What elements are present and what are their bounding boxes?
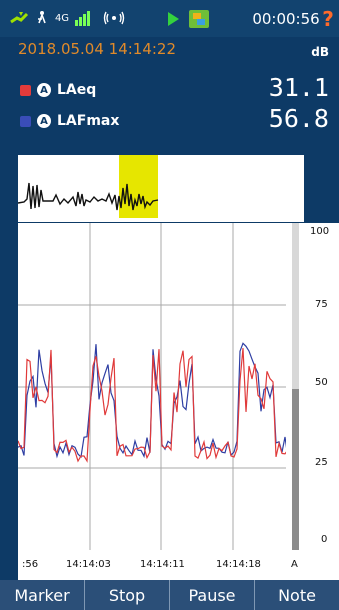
play-icon[interactable] xyxy=(162,0,184,37)
network-type-label: 4G xyxy=(53,0,71,37)
overview-waveform xyxy=(18,155,304,222)
time-label-2: 14:14:11 xyxy=(140,559,185,570)
scale-level-bar xyxy=(292,389,299,550)
lafmax-label: LAFmax xyxy=(57,113,119,129)
radio-icon xyxy=(101,0,126,37)
level-graph xyxy=(18,223,304,550)
measurement-datetime: 2018.05.04 14:14:22 xyxy=(18,40,176,58)
time-label-3: 14:14:18 xyxy=(216,559,261,570)
a-weighting-icon: A xyxy=(37,83,51,97)
laeq-label: LAeq xyxy=(57,82,96,98)
laeq-color-swatch xyxy=(20,85,31,96)
metric-laeq-row: A LAeq xyxy=(20,75,96,105)
a-weighting-icon: A xyxy=(37,114,51,128)
overview-selection[interactable] xyxy=(119,155,158,218)
marker-button[interactable]: Marker xyxy=(0,580,85,610)
scale-label-50: 50 xyxy=(315,377,328,388)
bottom-toolbar: Marker Stop Pause Note xyxy=(0,580,339,610)
battery-charge-icon xyxy=(8,0,30,37)
scale-label-25: 25 xyxy=(315,457,328,468)
time-axis: :56 14:14:03 14:14:11 14:14:18 A xyxy=(18,550,339,580)
person-icon xyxy=(35,0,49,37)
weighting-label: A xyxy=(291,559,298,570)
unit-label: dB xyxy=(311,45,329,59)
help-icon[interactable]: ? xyxy=(319,0,337,37)
lafmax-color-swatch xyxy=(20,116,31,127)
scale-label-100: 100 xyxy=(310,226,329,237)
pause-button[interactable]: Pause xyxy=(170,580,255,610)
lafmax-value: 56.8 xyxy=(269,104,329,133)
scale-label-75: 75 xyxy=(315,299,328,310)
time-label-1: 14:14:03 xyxy=(66,559,111,570)
metric-lafmax-row: A LAFmax xyxy=(20,106,119,136)
scale-label-0: 0 xyxy=(321,534,327,545)
level-chart[interactable] xyxy=(18,223,304,550)
app-map-icon[interactable] xyxy=(187,0,211,37)
level-scale: 100 75 50 25 0 xyxy=(286,223,339,550)
laeq-value: 31.1 xyxy=(269,73,329,102)
elapsed-time: 00:00:56 xyxy=(256,0,316,37)
status-bar: 4G 00:00:56 ? xyxy=(0,0,339,37)
overview-strip[interactable] xyxy=(18,155,304,224)
signal-icon xyxy=(72,0,98,37)
note-button[interactable]: Note xyxy=(255,580,339,610)
time-label-start: :56 xyxy=(22,559,38,570)
stop-button[interactable]: Stop xyxy=(85,580,170,610)
